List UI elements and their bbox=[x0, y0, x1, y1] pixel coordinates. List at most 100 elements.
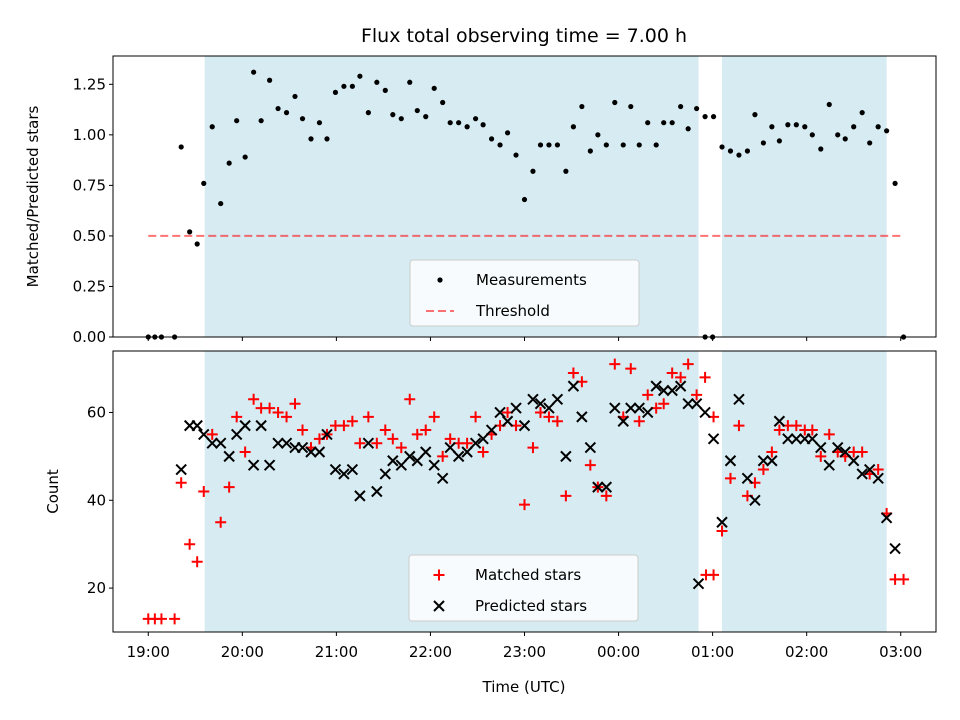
predicted-star-point bbox=[510, 402, 522, 414]
measurement-point bbox=[719, 144, 725, 150]
measurement-point bbox=[209, 124, 215, 130]
measurement-point bbox=[423, 114, 429, 120]
measurement-point bbox=[678, 103, 684, 110]
y-tick-label: 20 bbox=[87, 579, 106, 597]
predicted-star-point bbox=[321, 428, 333, 441]
predicted-star-point bbox=[469, 437, 482, 449]
predicted-star-point bbox=[230, 428, 243, 441]
matched-star-point bbox=[444, 433, 456, 445]
measurement-point bbox=[603, 142, 609, 148]
measurement-point bbox=[299, 116, 306, 122]
predicted-star-point bbox=[666, 384, 678, 397]
legend-label: Matched stars bbox=[475, 566, 581, 584]
matched-star-point bbox=[191, 556, 203, 568]
measurement-point bbox=[440, 99, 446, 106]
predicted-star-point bbox=[477, 433, 489, 445]
measurement-point bbox=[809, 132, 815, 138]
predicted-star-point bbox=[551, 393, 564, 406]
predicted-star-point bbox=[395, 459, 407, 471]
x-tick-label: 21:00 bbox=[315, 643, 358, 661]
predicted-star-point bbox=[501, 415, 514, 427]
measurement-point bbox=[579, 103, 585, 110]
matched-star-point bbox=[806, 424, 818, 436]
predicted-star-point bbox=[436, 472, 449, 485]
matched-star-point bbox=[527, 442, 539, 454]
predicted-star-point bbox=[773, 415, 786, 427]
measurement-point bbox=[587, 148, 593, 154]
predicted-star-point bbox=[741, 472, 754, 485]
matched-star-point bbox=[551, 415, 563, 427]
x-tick-label: 01:00 bbox=[691, 643, 734, 661]
predicted-star-point bbox=[584, 441, 597, 454]
measurement-point bbox=[736, 152, 742, 158]
matched-star-point bbox=[371, 437, 383, 449]
matched-star-point bbox=[757, 464, 769, 476]
measurement-point bbox=[497, 142, 503, 148]
predicted-star-point bbox=[404, 450, 416, 463]
legend: Measurements Threshold bbox=[409, 259, 640, 327]
predicted-star-point bbox=[806, 433, 819, 445]
predicted-star-point bbox=[766, 455, 778, 467]
predicted-star-point bbox=[560, 450, 572, 463]
measurement-point bbox=[234, 118, 240, 124]
predicted-star-point bbox=[674, 380, 687, 392]
star-count-panel: 20 40 60 19:00 20:00 21:00 22:00 23:00 00:00 01:0… bbox=[44, 350, 937, 661]
predicted-star-point bbox=[263, 459, 276, 471]
matched-star-point bbox=[461, 437, 473, 449]
predicted-star-point bbox=[576, 411, 588, 423]
measurement-point bbox=[324, 136, 330, 142]
measurement-point bbox=[537, 142, 544, 148]
measurement-point bbox=[292, 93, 298, 100]
predicted-star-point bbox=[633, 402, 645, 414]
matched-star-point bbox=[642, 389, 654, 401]
measurement-point bbox=[835, 132, 841, 138]
measurement-point bbox=[785, 122, 791, 128]
measurement-point bbox=[595, 132, 601, 138]
measurement-point bbox=[218, 200, 224, 207]
measurement-point bbox=[818, 146, 824, 152]
predicted-star-point bbox=[625, 402, 637, 414]
y-tick-label: 0.75 bbox=[73, 176, 106, 194]
matched-star-point bbox=[773, 424, 785, 436]
measurement-point bbox=[710, 114, 717, 120]
measurement-point bbox=[382, 87, 388, 93]
predicted-star-point bbox=[411, 455, 423, 467]
predicted-star-point bbox=[782, 433, 794, 445]
measurement-point bbox=[744, 148, 751, 154]
measurement-point bbox=[504, 130, 511, 136]
matched-star-point bbox=[411, 428, 423, 440]
predicted-star-point bbox=[733, 393, 745, 406]
legend-label: Threshold bbox=[475, 302, 550, 320]
predicted-star-point bbox=[255, 419, 267, 432]
y-tick-label: 40 bbox=[87, 491, 106, 509]
measurement-point bbox=[612, 99, 618, 106]
x-tick-label: 00:00 bbox=[597, 643, 640, 661]
matched-star-point bbox=[766, 446, 778, 458]
matched-star-point bbox=[155, 613, 167, 625]
flux-ratio-panel: 0.00 0.25 0.50 0.75 1.00 1.25 Matched/Predicte… bbox=[24, 55, 937, 346]
matched-star-point bbox=[633, 415, 645, 427]
matched-star-point bbox=[733, 420, 745, 432]
matched-star-point bbox=[543, 411, 555, 423]
matched-star-point bbox=[248, 393, 260, 405]
measurement-point bbox=[875, 124, 881, 130]
predicted-star-point bbox=[338, 468, 350, 480]
measurement-point bbox=[308, 136, 314, 142]
measurement-point bbox=[570, 124, 577, 130]
matched-star-point bbox=[675, 371, 687, 383]
measurement-point bbox=[447, 120, 453, 126]
matched-star-point bbox=[477, 446, 489, 458]
legend-predicted-marker bbox=[433, 600, 445, 612]
predicted-star-point bbox=[592, 481, 604, 493]
matched-star-point bbox=[281, 411, 293, 423]
matched-star-point bbox=[519, 499, 530, 511]
measurement-point bbox=[760, 140, 767, 146]
predicted-star-point bbox=[889, 542, 901, 555]
matched-star-point bbox=[428, 411, 440, 423]
measurement-point bbox=[867, 140, 873, 146]
predicted-star-point bbox=[757, 455, 770, 467]
measurement-point bbox=[283, 110, 290, 116]
measurement-point bbox=[645, 120, 651, 126]
predicted-star-point bbox=[642, 406, 654, 419]
predicted-star-point bbox=[716, 516, 728, 528]
